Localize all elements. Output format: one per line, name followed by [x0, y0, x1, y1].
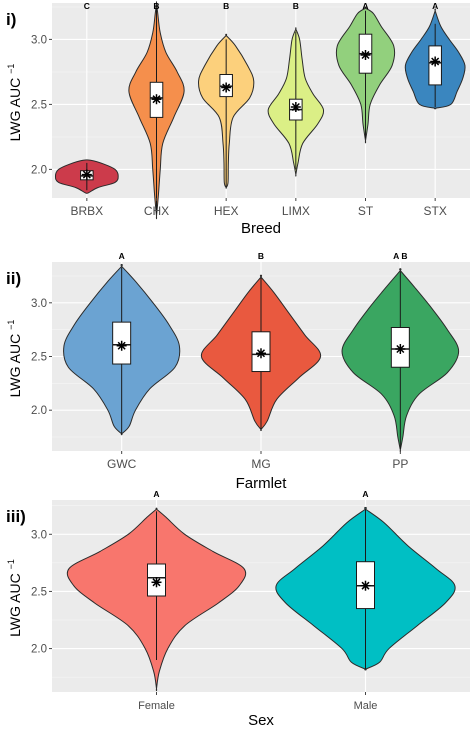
x-tick-label: STX [423, 204, 446, 218]
x-tick-label: PP [392, 457, 408, 471]
panel-label: i) [6, 10, 16, 29]
significance-letter: B [153, 1, 159, 11]
mean-asterisk [256, 348, 266, 359]
mean-asterisk [151, 577, 162, 588]
y-tick-label: 3.0 [31, 298, 47, 310]
x-axis-title: Farmlet [236, 475, 288, 492]
mean-asterisk [116, 340, 127, 351]
significance-letter: A [362, 1, 368, 11]
y-tick-label: 2.5 [31, 99, 47, 111]
y-tick-label: 3.0 [31, 34, 47, 46]
y-tick-label: 2.0 [31, 644, 47, 656]
y-axis-title-main: LWG AUC [7, 330, 23, 397]
y-axis-title: LWG AUC −1 [6, 64, 23, 142]
y-axis-title: LWG AUC −1 [6, 559, 23, 637]
x-tick-label: Male [354, 700, 378, 712]
y-tick-label: 2.0 [31, 405, 47, 417]
mean-asterisk [395, 343, 406, 354]
significance-letter: A [432, 1, 438, 11]
x-tick-label: MG [251, 457, 270, 471]
panel-label: iii) [6, 507, 26, 526]
significance-letter: A [153, 489, 159, 499]
x-tick-label: LIMX [282, 204, 310, 218]
mean-asterisk [221, 82, 232, 93]
y-axis-title-main: LWG AUC [7, 569, 23, 636]
x-tick-label: CHX [144, 204, 169, 218]
panel-2: 2.0 2.5 3.0 A B A B GWC MG PP Farmlet LWG AUC −1 ii… [6, 251, 470, 492]
x-tick-label: HEX [214, 204, 239, 218]
x-axis-title: Breed [241, 220, 281, 237]
panel-label: ii) [6, 269, 21, 288]
y-tick-label: 2.0 [31, 164, 47, 176]
mean-asterisk [290, 102, 301, 112]
y-tick-label: 2.5 [31, 586, 47, 598]
y-axis-title-superscript: −1 [6, 559, 16, 569]
mean-asterisk [360, 580, 371, 591]
mean-asterisk [430, 56, 441, 67]
significance-letter: A [119, 251, 125, 261]
mean-asterisk [81, 169, 92, 180]
x-tick-label: ST [358, 204, 374, 218]
x-tick-label: Female [138, 700, 175, 712]
y-axis-title: LWG AUC −1 [6, 320, 23, 398]
mean-asterisk [360, 50, 371, 60]
x-tick-label: GWC [107, 457, 137, 471]
significance-letter: A B [393, 251, 407, 261]
x-axis-title: Sex [248, 712, 274, 729]
y-axis-title-superscript: −1 [6, 64, 16, 74]
y-axis-title-main: LWG AUC [7, 74, 23, 141]
panel-1: 2.0 2.5 3.0 C B B B A A BRBX CHX HEX LIMX ST STX Breed L… [6, 1, 470, 237]
significance-letter: A [362, 489, 368, 499]
panel-3: 2.0 2.5 3.0 A A Female Male Sex LWG AUC −1 iii) [6, 489, 470, 729]
mean-asterisk [151, 94, 162, 105]
significance-letter: B [293, 1, 299, 11]
plot-background [52, 3, 470, 198]
y-tick-label: 3.0 [31, 529, 47, 541]
y-tick-label: 2.5 [31, 352, 47, 364]
x-tick-label: BRBX [70, 204, 103, 218]
significance-letter: B [223, 1, 229, 11]
significance-letter: B [258, 251, 264, 261]
significance-letter: C [84, 1, 90, 11]
y-axis-title-superscript: −1 [6, 320, 16, 330]
